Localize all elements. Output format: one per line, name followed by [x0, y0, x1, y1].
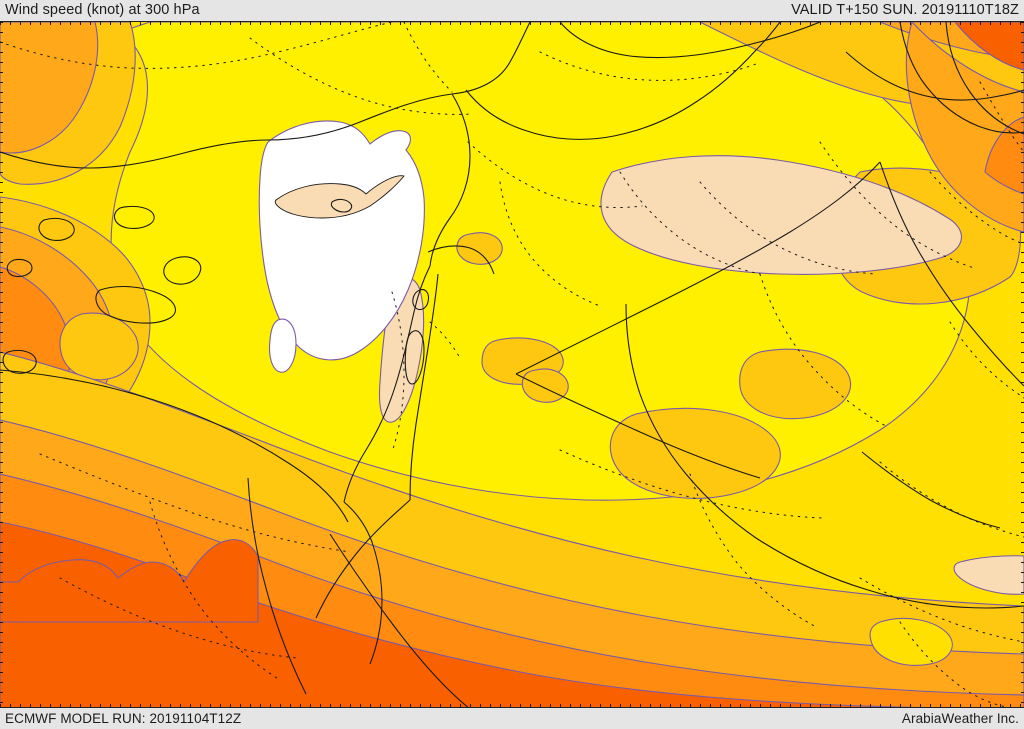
coastline-sinai [343, 501, 383, 665]
island-aegean-1 [38, 217, 75, 241]
band-peach-syria-iraq [600, 155, 962, 275]
sea-of-galilee [412, 289, 430, 311]
weather-map-canvas[interactable] [0, 21, 1024, 708]
geography-layer [0, 22, 1024, 707]
admin-iran-1 [929, 171, 1024, 245]
cyprus-detail [330, 198, 353, 213]
valid-time-label: VALID T+150 SUN. 20191110T18Z [791, 2, 1019, 18]
coastline-black-sea [559, 22, 821, 59]
band-gold-west-small [59, 312, 139, 381]
border-lebanon-syria [427, 245, 495, 275]
island-aegean-3 [6, 258, 33, 278]
admin-levant-1 [429, 321, 461, 359]
border-saudi-kuwait [861, 451, 1001, 529]
map-header-bar: Wind speed (knot) at 300 hPa VALID T+150… [0, 0, 1024, 21]
admin-boundary-layer [0, 22, 1024, 707]
band-yellow-southeast-pocket [869, 617, 953, 666]
island-rhodes [163, 256, 202, 285]
model-run-label: ECMWF MODEL RUN: 20191104T12Z [5, 711, 242, 726]
admin-syria-1 [467, 141, 643, 208]
page-title: Wind speed (knot) at 300 hPa [5, 2, 200, 18]
band-amber-northwest [0, 22, 99, 154]
admin-turkey-1 [0, 22, 393, 69]
admin-israel-1 [391, 291, 405, 453]
coastline-egypt-med [0, 369, 349, 523]
border-iraq-iran [879, 161, 1024, 387]
contour-map-svg [0, 22, 1024, 707]
admin-egypt-3 [59, 577, 299, 659]
border-turkey-iran [845, 51, 1024, 101]
admin-iraq-1 [699, 181, 877, 275]
admin-egypt-2 [149, 501, 281, 681]
admin-iraq-2 [759, 273, 887, 427]
coastline-red-sea-west [329, 533, 469, 707]
band-gold-pocket-d [739, 348, 852, 420]
island-crete [95, 285, 176, 324]
map-footer-bar: ECMWF MODEL RUN: 20191104T12Z ArabiaWeat… [0, 708, 1024, 729]
admin-turkey-2 [249, 37, 473, 115]
band-gold-pocket-e [456, 232, 503, 265]
cyprus-island [274, 175, 405, 219]
border-jordan-valley [409, 273, 439, 501]
island-aegean-2 [113, 205, 155, 229]
admin-east-1 [879, 461, 1024, 538]
contour-band-layer [0, 22, 1024, 707]
band-white-med-tail [268, 318, 297, 373]
coastline-levant [343, 265, 431, 503]
band-peach-east-edge [953, 555, 1024, 595]
border-syria-turkey [465, 22, 781, 140]
coastline-anatolia [0, 22, 531, 169]
coastline-caspian [899, 22, 1024, 134]
band-orange-ne-corner [984, 116, 1024, 195]
band-gold-pocket-c [609, 407, 781, 499]
band-white-east-mediterranean [258, 120, 425, 361]
admin-syria-2 [499, 181, 601, 307]
border-syria-iraq [515, 161, 881, 375]
admin-iraq-3 [819, 141, 975, 269]
admin-arabia-1 [859, 577, 1024, 643]
border-iraq-saudi [625, 303, 757, 539]
coastline-persian-gulf [755, 537, 1024, 609]
provider-label: ArabiaWeather Inc. [901, 711, 1019, 726]
band-gold-pocket-b [521, 368, 569, 403]
admin-turkey-3 [403, 22, 453, 93]
dead-sea [404, 330, 425, 385]
band-deep-orange-sw-step [0, 539, 259, 623]
border-jordan-iraq [515, 373, 761, 479]
border-israel-egypt [315, 499, 411, 619]
nile-valley [247, 477, 307, 695]
coastline-anatolia-inner [429, 93, 471, 267]
island-aegean-4 [2, 349, 37, 374]
